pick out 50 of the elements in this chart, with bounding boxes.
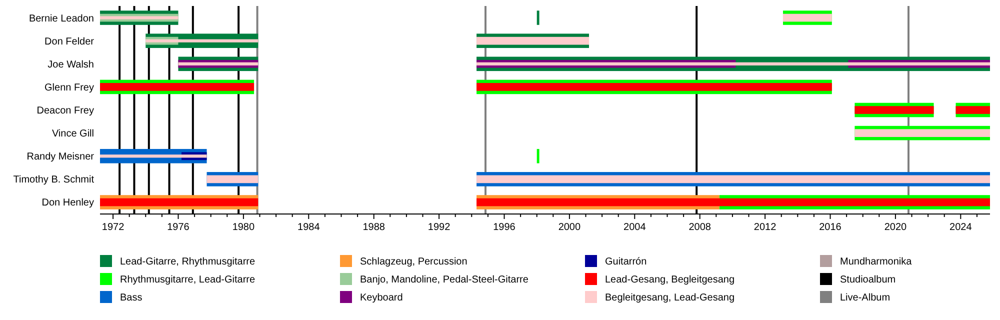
x-tick-label: 1992: [428, 222, 451, 233]
y-tick-label: Joe Walsh: [48, 59, 94, 70]
x-tick-label: 1984: [298, 222, 320, 233]
bar: [100, 83, 254, 91]
y-tick-label: Glenn Frey: [44, 82, 94, 94]
bar: [536, 10, 540, 25]
legend-label: Banjo, Mandoline, Pedal-Steel-Gitarre: [360, 274, 529, 286]
bar: [178, 62, 258, 66]
legend-label: Studioalbum: [840, 274, 896, 286]
x-tick-label: 2020: [884, 222, 908, 233]
x-tick-label: 2004: [624, 222, 646, 233]
legend-label: Rhythmusgitarre, Lead-Gitarre: [120, 274, 256, 286]
legend-label: Guitarrón: [605, 256, 647, 268]
bar: [956, 106, 990, 114]
bar: [476, 198, 990, 206]
x-tick-label: 2024: [950, 222, 972, 233]
x-tick-label: 1980: [232, 222, 256, 233]
x-tick-label: 1996: [493, 222, 516, 233]
legend-label: Keyboard: [360, 292, 403, 304]
x-tick-label: 2016: [819, 222, 842, 233]
legend-label: Lead-Gesang, Begleitgesang: [605, 274, 735, 286]
bar: [100, 16, 178, 20]
y-tick-label: Randy Meisner: [26, 152, 95, 163]
y-tick-label: Timothy B. Schmit: [13, 174, 94, 186]
bar: [476, 175, 990, 184]
x-tick-label: 1972: [102, 222, 125, 233]
legend-label: Mundharmonika: [840, 256, 912, 268]
legend-label: Schlagzeug, Percussion: [360, 256, 468, 268]
y-tick-label: Vince Gill: [52, 128, 94, 140]
x-tick-label: 2008: [688, 222, 712, 233]
y-tick-label: Deacon Frey: [36, 106, 94, 116]
x-tick-label: 2000: [558, 222, 582, 233]
legend-label: Live-Album: [840, 292, 890, 304]
legend-label: Lead-Gitarre, Rhythmusgitarre: [120, 256, 256, 268]
bar: [782, 14, 832, 22]
y-tick-label: Don Henley: [42, 198, 94, 209]
bar: [100, 198, 258, 206]
y-tick-label: Don Felder: [44, 36, 95, 48]
x-tick-label: 1976: [167, 222, 190, 233]
bar: [100, 154, 207, 158]
bar: [536, 148, 540, 164]
bar: [476, 36, 590, 45]
x-tick-label: 2012: [754, 222, 777, 233]
legend-label: Bass: [120, 292, 142, 304]
bar: [476, 83, 832, 91]
bar: [854, 106, 934, 114]
y-tick-label: Bernie Leadon: [28, 13, 94, 24]
bar: [146, 39, 258, 42]
legend-label: Begleitgesang, Lead-Gesang: [605, 292, 735, 304]
x-tick-label: 1988: [362, 222, 386, 233]
